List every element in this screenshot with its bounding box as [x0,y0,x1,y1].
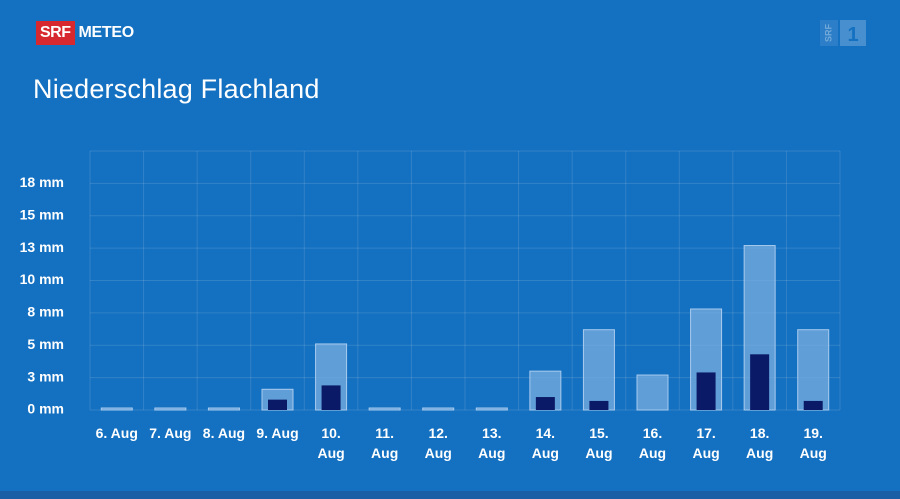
meteo-wordmark: METEO [78,24,135,41]
bar-probable [803,400,823,410]
x-tick-label: 14. Aug [532,425,559,461]
x-tick-label-line: 10. [321,425,340,441]
y-axis-ticks: 0 mm 3 mm 5 mm 8 mm 10 mm 13 mm 15 mm 18 mm [20,174,64,417]
bar-total [315,343,348,411]
x-tick-label-line: 11. [375,425,394,441]
x-tick-label-line: Aug [478,445,505,461]
bar-total [582,329,615,411]
x-tick-label-line: Aug [371,445,398,461]
y-tick-label: 18 mm [20,174,64,190]
x-tick-label: 19. Aug [800,425,827,461]
channel-logo-letters: SRF [823,23,833,42]
bar-total [797,329,830,411]
bar-total [207,407,240,411]
chart-title: Niederschlag Flachland [33,74,320,104]
x-tick-label: 8. Aug [203,425,245,441]
x-tick-label: 13. Aug [478,425,505,461]
x-tick-label: 6. Aug [96,425,138,441]
x-tick-label: 9. Aug [256,425,298,441]
bar-total [636,374,669,411]
x-tick-label-line: 17. [696,425,715,441]
bar-total [368,407,401,411]
x-tick-label-line: Aug [800,445,827,461]
x-tick-label-line: 7. Aug [149,425,191,441]
x-tick-label-line: 12. [428,425,447,441]
srf-1-channel-logo: SRF 1 [820,20,866,46]
bar-probable [696,372,716,410]
bar-probable [589,400,609,410]
x-tick-label-line: 18. [750,425,769,441]
y-tick-label: 5 mm [27,336,64,352]
bar-total [100,407,133,411]
bar-total [422,407,455,411]
x-tick-label-line: 16. [643,425,662,441]
bar-probable [321,385,341,410]
x-tick-label-line: Aug [532,445,559,461]
x-tick-label-line: Aug [317,445,344,461]
bar-probable [268,399,287,410]
y-tick-label: 15 mm [20,206,64,222]
bottom-strip [0,491,900,499]
x-tick-label-line: 13. [482,425,501,441]
bar-total [475,407,508,411]
x-tick-label-line: Aug [425,445,452,461]
x-tick-label-line: Aug [692,445,719,461]
x-tick-label-line: 15. [589,425,608,441]
x-tick-label-line: 6. Aug [96,425,138,441]
x-tick-label: 7. Aug [149,425,191,441]
chart-grid [89,150,841,411]
bar-probable [535,397,555,410]
y-tick-label: 3 mm [27,368,64,384]
x-tick-label-line: Aug [639,445,666,461]
x-tick-label: 15. Aug [585,425,612,461]
srf-meteo-logo: SRF METEO [36,21,134,45]
x-tick-label: 17. Aug [692,425,719,461]
bar-total [154,407,187,411]
chart-bars [100,245,830,411]
x-tick-label: 11. Aug [371,425,398,461]
x-tick-label-line: 19. [803,425,822,441]
bar-probable [750,354,770,410]
x-tick-label-line: Aug [585,445,612,461]
channel-logo-number: 1 [847,24,858,46]
x-axis-ticks: 6. Aug 7. Aug 8. Aug 9. Aug 10. Aug 11. Aug 12. A… [96,425,827,461]
x-tick-label-line: 14. [536,425,555,441]
y-tick-label: 13 mm [20,239,64,255]
y-tick-label: 0 mm [27,401,64,417]
x-tick-label: 16. Aug [639,425,666,461]
y-tick-label: 10 mm [20,271,64,287]
y-tick-label: 8 mm [27,304,64,320]
x-tick-label: 18. Aug [746,425,773,461]
x-tick-label: 10. Aug [317,425,344,461]
x-tick-label: 12. Aug [425,425,452,461]
x-tick-label-line: 8. Aug [203,425,245,441]
srf-logo-mark: SRF [36,21,75,45]
x-tick-label-line: Aug [746,445,773,461]
x-tick-label-line: 9. Aug [256,425,298,441]
